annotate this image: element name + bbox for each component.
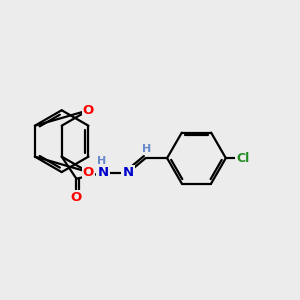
Text: H: H [142,144,152,154]
Text: Cl: Cl [236,152,250,165]
Text: O: O [71,191,82,204]
Text: N: N [122,166,134,179]
Text: O: O [83,166,94,178]
Text: H: H [97,156,106,166]
Text: N: N [97,166,109,179]
Text: O: O [83,104,94,117]
